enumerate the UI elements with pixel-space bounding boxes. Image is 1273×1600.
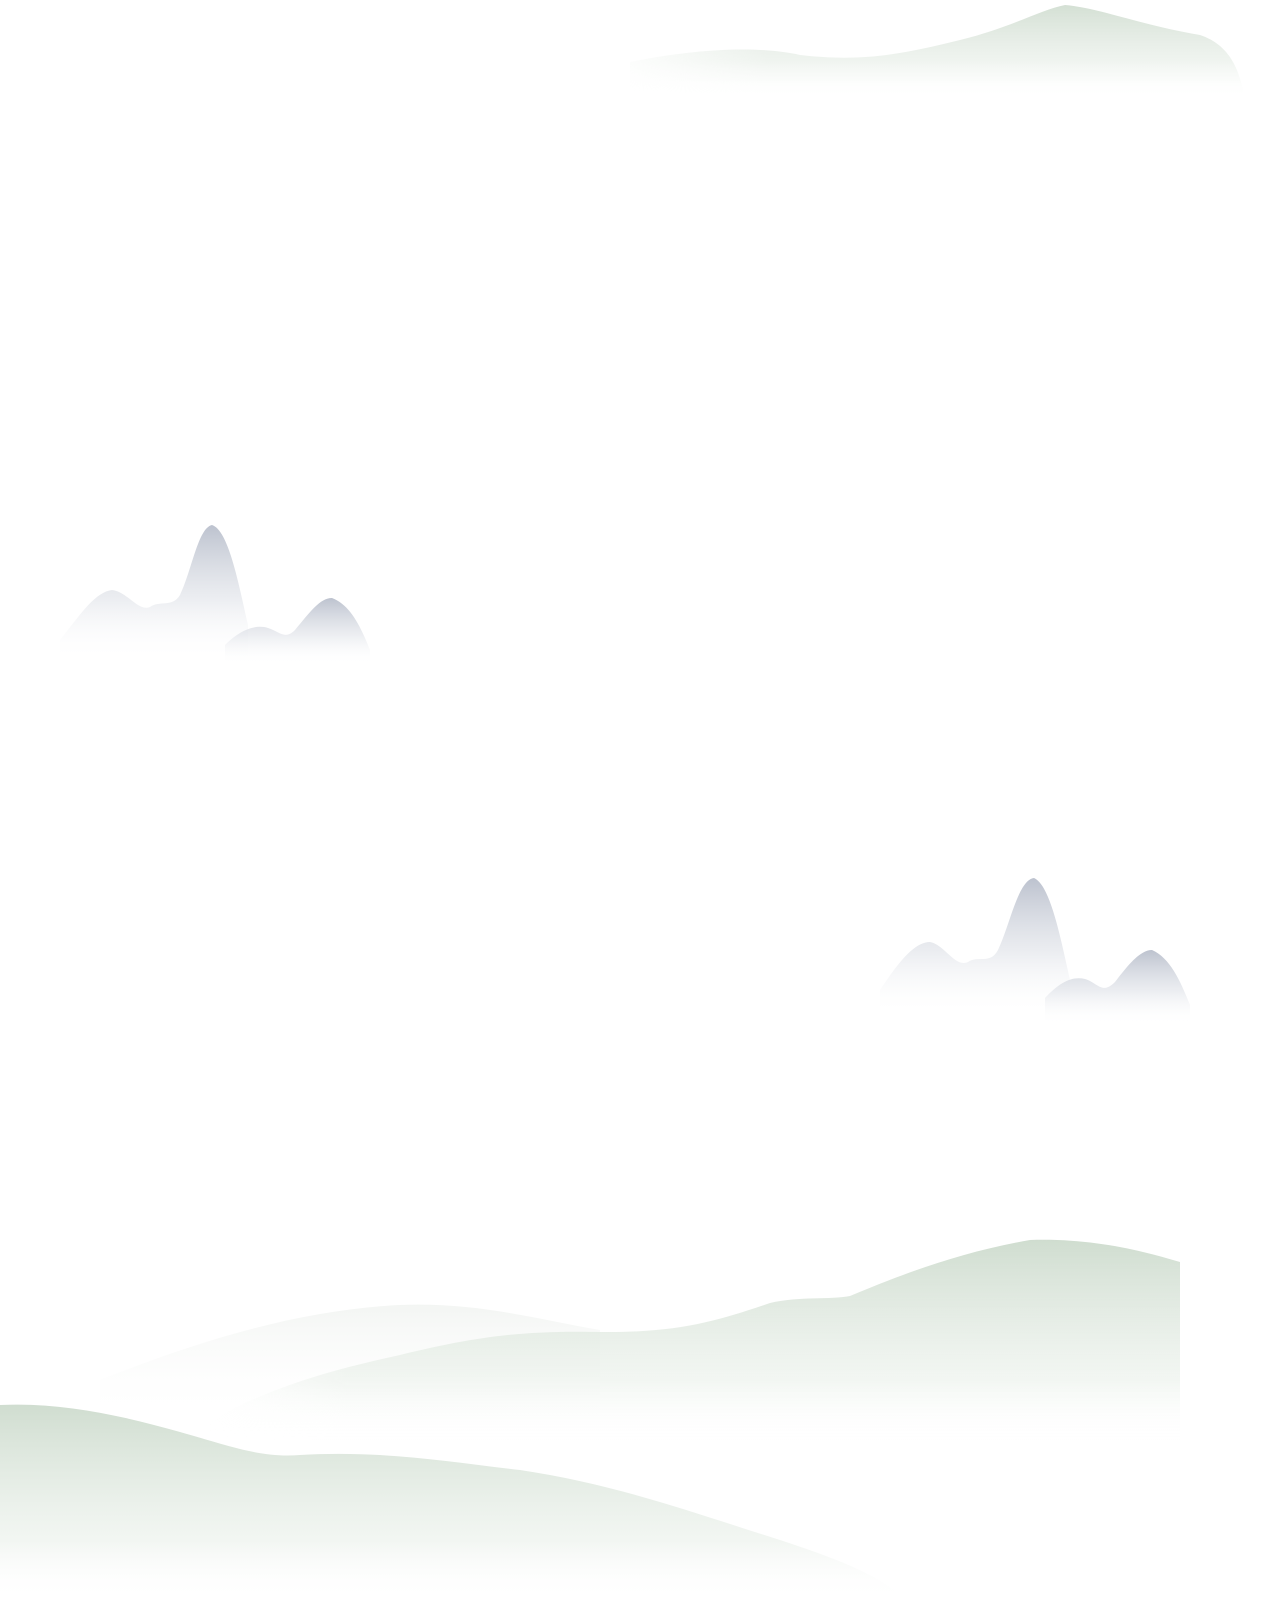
left-peaks (60, 525, 370, 665)
top-ridge (630, 5, 1245, 100)
front-hill (0, 1404, 905, 1600)
right-peaks (880, 878, 1190, 1025)
back-hill (205, 1239, 1180, 1440)
